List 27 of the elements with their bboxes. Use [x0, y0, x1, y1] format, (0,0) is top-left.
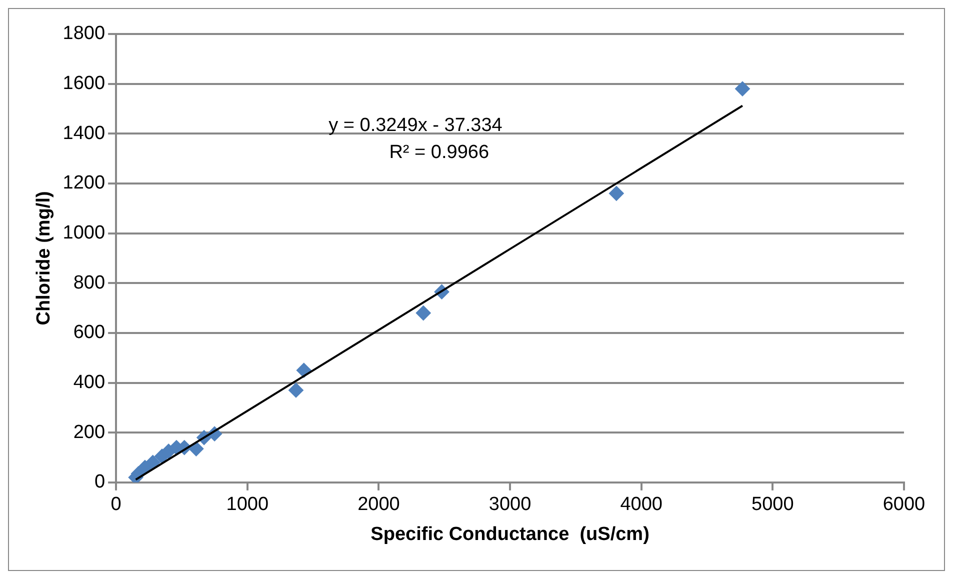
y-tick-label: 1600	[62, 73, 106, 94]
y-tick-label: 1000	[62, 222, 106, 244]
y-tick-label: 1800	[62, 23, 106, 44]
point	[145, 454, 160, 470]
x-tick-label: 5000	[752, 494, 794, 516]
annotation: y = 0.3249x - 37.334	[328, 115, 503, 136]
x-tick-label: 3000	[488, 494, 532, 516]
y-tick-label: 400	[73, 372, 106, 393]
y-axis-title: Chloride (mg/l)	[34, 191, 55, 326]
y-tick-label: 1200	[62, 172, 106, 194]
y-tick-label: 0	[94, 472, 106, 493]
x-tick-label: 1000	[226, 494, 269, 516]
x-tick-label: 4000	[620, 494, 662, 516]
y-tick-label: 600	[73, 322, 106, 344]
x-axis-title: Specific Conductance (uS/cm)	[370, 524, 650, 545]
point	[608, 186, 624, 201]
point	[734, 81, 750, 96]
x-tick-label: 0	[110, 494, 122, 516]
y-tick-label: 800	[73, 272, 106, 294]
point	[288, 382, 304, 398]
point	[416, 306, 431, 321]
x-tick-label: 2000	[358, 494, 400, 516]
point	[188, 441, 204, 456]
x-tick-label: 6000	[882, 494, 926, 516]
y-tick-label: 200	[73, 422, 106, 443]
annotation: R² = 0.9966	[389, 142, 490, 164]
y-tick-label: 1400	[62, 122, 106, 144]
